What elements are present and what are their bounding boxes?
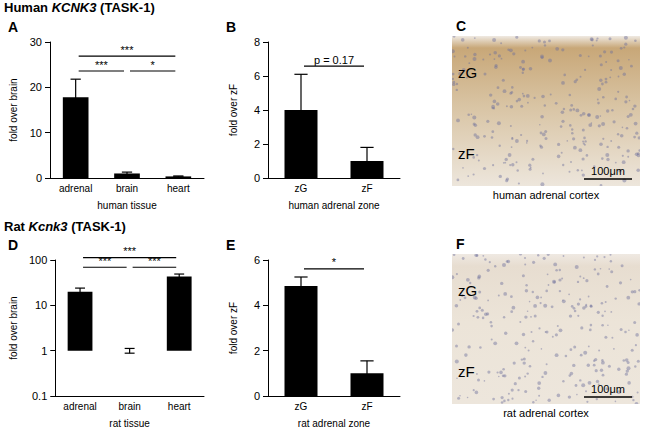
html-text:Human KCNK3 (TASK-1): Human KCNK3 (TASK-1): [4, 0, 155, 15]
svg-text:6: 6: [254, 70, 260, 82]
svg-text:10: 10: [30, 127, 42, 139]
html-text:A: A: [8, 19, 19, 35]
svg-text:1: 1: [41, 345, 47, 357]
svg-text:p = 0.17: p = 0.17: [314, 54, 354, 66]
svg-text:zF: zF: [361, 401, 372, 412]
svg-text:0: 0: [254, 390, 260, 402]
svg-text:*: *: [151, 59, 156, 71]
html-text:E: E: [226, 237, 236, 253]
svg-text:0: 0: [36, 172, 42, 184]
svg-text:30: 30: [30, 36, 42, 48]
svg-text:***: ***: [98, 255, 112, 267]
svg-text:100μm: 100μm: [591, 165, 625, 177]
svg-text:zG: zG: [295, 401, 308, 412]
svg-text:fold over brain: fold over brain: [8, 78, 19, 141]
svg-text:8: 8: [254, 36, 260, 48]
html-text:rat adrenal cortex: rat adrenal cortex: [503, 407, 589, 419]
svg-text:0.1: 0.1: [32, 390, 47, 402]
svg-text:2: 2: [254, 345, 260, 357]
svg-text:heart: heart: [168, 401, 191, 412]
svg-text:20: 20: [30, 81, 42, 93]
svg-text:***: ***: [121, 44, 135, 56]
svg-text:zG: zG: [458, 282, 477, 299]
svg-text:***: ***: [123, 245, 137, 257]
svg-text:adrenal: adrenal: [63, 401, 96, 412]
svg-text:zG: zG: [458, 64, 477, 81]
svg-text:100: 100: [29, 254, 47, 266]
svg-text:fold over zF: fold over zF: [228, 302, 239, 354]
svg-text:zF: zF: [458, 145, 475, 162]
svg-text:*: *: [332, 256, 337, 268]
svg-text:4: 4: [254, 104, 260, 116]
svg-text:fold over brain: fold over brain: [8, 296, 19, 359]
html-text:Rat Kcnk3 (TASK-1): Rat Kcnk3 (TASK-1): [4, 219, 126, 234]
html-text:D: D: [8, 237, 19, 253]
svg-text:100μm: 100μm: [591, 383, 625, 395]
html-text:F: F: [456, 236, 465, 252]
svg-text:2: 2: [254, 138, 260, 150]
svg-text:zG: zG: [295, 183, 308, 194]
svg-text:4: 4: [254, 299, 260, 311]
svg-text:6: 6: [254, 254, 260, 266]
html-text:C: C: [456, 18, 467, 34]
svg-text:brain: brain: [116, 183, 138, 194]
svg-text:rat adrenal zone: rat adrenal zone: [298, 418, 371, 429]
svg-text:adrenal: adrenal: [59, 183, 92, 194]
svg-text:fold over zF: fold over zF: [228, 84, 239, 136]
svg-text:brain: brain: [119, 401, 141, 412]
svg-text:***: ***: [95, 59, 109, 71]
html-text:B: B: [226, 19, 237, 35]
html-text:human adrenal cortex: human adrenal cortex: [492, 189, 600, 201]
svg-text:human adrenal zone: human adrenal zone: [288, 200, 380, 211]
svg-text:0: 0: [254, 172, 260, 184]
svg-text:heart: heart: [167, 183, 190, 194]
svg-text:human tissue: human tissue: [97, 200, 157, 211]
svg-text:zF: zF: [361, 183, 372, 194]
svg-text:10: 10: [35, 299, 47, 311]
svg-text:rat tissue: rat tissue: [109, 418, 150, 429]
svg-text:***: ***: [148, 255, 162, 267]
svg-text:zF: zF: [458, 363, 475, 380]
